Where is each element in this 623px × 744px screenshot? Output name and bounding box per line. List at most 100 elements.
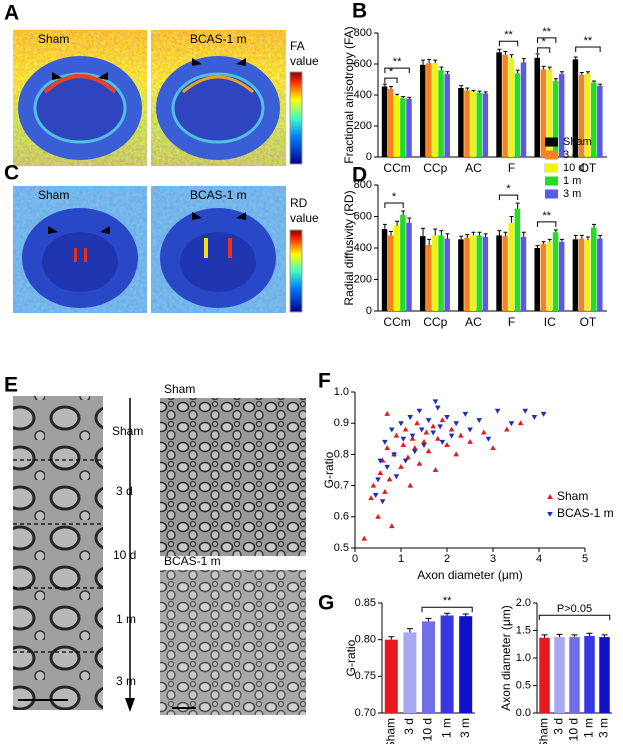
significance-label: **	[542, 210, 551, 222]
x-tick-label: AC	[465, 315, 482, 329]
scatter-point	[416, 460, 423, 466]
scatter-point	[377, 458, 384, 464]
significance-bracket	[537, 37, 557, 43]
significance-bracket	[537, 47, 551, 53]
scatter-point	[384, 464, 390, 470]
legend-swatch	[545, 189, 558, 199]
scatter-point	[435, 435, 441, 441]
x-tick-label: 3	[490, 553, 496, 565]
y-tick-label: 400	[354, 242, 372, 254]
bar	[502, 54, 508, 158]
significance-bracket	[421, 606, 473, 613]
scatter-point	[398, 421, 404, 427]
y-tick-label: 600	[354, 58, 372, 70]
legend-swatch	[545, 163, 558, 173]
scatter-point	[400, 436, 407, 442]
scatter-point	[508, 421, 515, 427]
x-tick-label: 3 m	[458, 718, 472, 738]
bar	[419, 236, 426, 311]
bar	[590, 227, 597, 311]
y-axis-label: Axon diameter (μm)	[499, 605, 513, 711]
scatter-point	[432, 399, 439, 405]
bar	[482, 93, 489, 157]
y-tick-label: 800	[354, 27, 372, 39]
scatter-point	[393, 474, 400, 480]
fa-map	[13, 30, 303, 166]
scatter-point	[375, 513, 381, 519]
y-axis-label: G-ratio	[322, 451, 336, 488]
bar	[432, 235, 438, 311]
scatter-point	[368, 495, 374, 501]
bar	[459, 616, 473, 713]
y-tick-label: 0.8	[334, 448, 349, 460]
bar	[554, 637, 565, 713]
scatter-point	[485, 436, 492, 442]
bar	[387, 235, 394, 311]
bar	[438, 235, 444, 311]
bar	[578, 238, 585, 311]
y-tick-label: 0.6	[334, 511, 349, 523]
y-tick-label: 1.0	[334, 386, 349, 398]
scatter-point	[467, 427, 473, 433]
x-tick-label: Sham	[537, 718, 551, 744]
x-tick-label: IC	[544, 315, 556, 329]
panel-letter: F	[318, 370, 331, 393]
timeline-label: 3 d	[116, 484, 133, 498]
x-tick-label: F	[508, 161, 515, 175]
scatter-point	[437, 424, 443, 430]
scatter-point	[439, 439, 446, 445]
x-tick-label: CCm	[383, 315, 410, 329]
significance-label: **	[443, 595, 452, 607]
x-tick-label: OT	[580, 161, 597, 175]
timeline-label: 10 d	[113, 548, 136, 562]
x-tick-label: 10 d	[567, 718, 581, 741]
y-tick-label: 1.0	[516, 652, 531, 664]
y-tick-label: 0.80	[355, 634, 376, 646]
colorbar-label: RD	[290, 196, 308, 210]
x-tick-label: 10 d	[421, 718, 435, 741]
bar	[540, 244, 547, 311]
y-tick-label: 0.85	[355, 597, 376, 609]
panel-letter: D	[352, 164, 367, 187]
scatter-point	[476, 418, 482, 424]
scatter-point	[531, 414, 538, 420]
bar	[584, 74, 591, 157]
legend-swatch	[545, 137, 558, 147]
legend-swatch	[545, 150, 558, 160]
image-label: BCAS-1 m	[190, 188, 247, 202]
legend-label: Sham	[563, 136, 592, 148]
legend-label: 1 m	[563, 175, 581, 187]
bar	[546, 69, 553, 157]
bar	[578, 74, 585, 157]
significance-bracket	[384, 202, 404, 208]
bar	[534, 248, 540, 311]
significance-label: *	[542, 36, 547, 48]
bar	[496, 235, 502, 311]
bar	[394, 95, 400, 157]
y-tick-label: 400	[354, 89, 372, 101]
scatter-point	[386, 476, 393, 482]
bar	[384, 639, 398, 713]
y-tick-label: 0.70	[355, 707, 376, 719]
bar	[508, 222, 515, 311]
scatter-point	[375, 477, 381, 483]
scatter-point	[425, 448, 432, 454]
scatter-point	[389, 427, 395, 433]
colorbar-label: value	[290, 211, 319, 225]
scatter-point	[430, 423, 436, 429]
bar	[584, 636, 595, 713]
significance-bracket	[538, 614, 611, 621]
bar	[419, 64, 426, 157]
bar	[539, 637, 550, 713]
legend-marker	[547, 512, 553, 517]
bar	[572, 59, 579, 157]
x-tick-label: 4	[536, 553, 542, 565]
y-axis-label: G-ratio	[344, 639, 358, 676]
panel-letter: C	[4, 162, 19, 185]
y-tick-label: 200	[354, 120, 372, 132]
y-tick-label: 0	[366, 305, 372, 317]
scatter-point	[405, 454, 411, 460]
scatter-point	[361, 535, 367, 541]
scatter-point	[423, 429, 430, 435]
